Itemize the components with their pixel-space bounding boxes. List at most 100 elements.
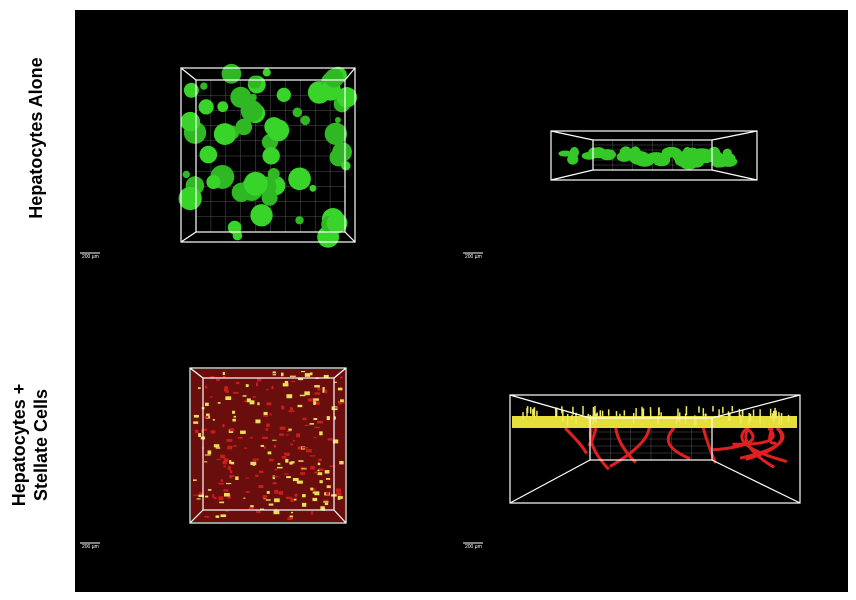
cell — [337, 496, 341, 500]
cell — [562, 410, 564, 422]
cell — [749, 413, 752, 421]
spheroid — [232, 230, 243, 241]
cell — [675, 415, 678, 424]
frame — [589, 417, 713, 461]
frame — [509, 394, 801, 504]
cell — [641, 406, 643, 418]
cell — [596, 412, 598, 418]
cell — [262, 495, 268, 499]
stellate-branch — [768, 427, 777, 445]
spheroid — [309, 184, 317, 192]
cell — [213, 497, 217, 500]
frame — [180, 231, 197, 243]
spheroid — [198, 99, 214, 115]
cell — [685, 406, 688, 416]
frame — [711, 394, 801, 419]
cell — [197, 387, 201, 389]
cell — [237, 436, 243, 439]
stellate-branch — [563, 426, 588, 455]
cell — [244, 447, 248, 449]
cell — [217, 402, 221, 404]
frame — [189, 367, 204, 379]
cell — [297, 378, 304, 381]
cell — [304, 391, 310, 396]
cell — [555, 407, 558, 417]
cell — [281, 405, 285, 410]
cell — [657, 415, 659, 424]
frame — [180, 67, 197, 81]
cell — [204, 415, 209, 418]
spheroid — [262, 68, 271, 77]
spheroid — [243, 171, 268, 196]
cell — [309, 455, 316, 457]
cell — [279, 433, 284, 436]
spheroid — [336, 87, 358, 108]
cell — [293, 498, 297, 501]
cell — [739, 415, 742, 424]
cell — [310, 372, 313, 376]
frame — [333, 509, 347, 524]
cell — [233, 415, 237, 418]
scale-label: 200 µm — [465, 254, 482, 260]
stellate-branch — [666, 426, 691, 461]
cell — [223, 465, 226, 468]
cell — [718, 409, 720, 419]
cell — [738, 408, 741, 418]
cell — [245, 384, 249, 388]
cell — [205, 385, 208, 389]
cell — [255, 474, 259, 478]
spheroid — [324, 68, 344, 88]
cell — [285, 496, 292, 499]
cell — [289, 461, 293, 465]
cell — [312, 491, 317, 494]
cell — [232, 445, 237, 447]
cell — [299, 394, 306, 397]
cell — [335, 492, 342, 497]
cell — [258, 485, 264, 489]
spheroid — [180, 111, 201, 132]
cell — [731, 406, 734, 412]
spheroid — [199, 145, 218, 164]
spheroid — [292, 107, 303, 118]
cell — [223, 492, 230, 497]
cell — [660, 412, 662, 418]
cell — [307, 398, 314, 402]
cell — [271, 385, 274, 390]
cell — [227, 445, 233, 450]
cell — [225, 389, 229, 393]
cell — [300, 466, 305, 470]
frame — [180, 67, 356, 243]
cell — [257, 377, 262, 382]
cell — [318, 468, 324, 471]
cell — [232, 418, 236, 422]
spheroid — [722, 148, 732, 157]
cell — [263, 411, 268, 416]
cell — [333, 416, 336, 420]
cell — [245, 491, 250, 493]
cell — [285, 434, 289, 436]
spheroid — [221, 63, 242, 84]
cell — [205, 495, 209, 498]
cell — [260, 444, 265, 447]
spheroid — [326, 212, 348, 234]
cell — [288, 428, 292, 431]
cell — [225, 510, 229, 512]
cell — [286, 454, 291, 457]
cell — [529, 407, 532, 414]
cell — [297, 446, 301, 450]
cell — [229, 475, 235, 477]
cell — [695, 415, 697, 426]
cell — [286, 430, 291, 433]
cell — [326, 485, 331, 489]
cell — [322, 387, 325, 391]
micrographs — [178, 63, 801, 524]
frame — [711, 169, 758, 181]
cell — [301, 468, 307, 470]
cell — [778, 414, 780, 425]
cell — [775, 410, 777, 419]
cell — [615, 411, 618, 417]
cell — [263, 415, 269, 417]
cell — [261, 436, 268, 440]
cell — [222, 460, 227, 465]
cell — [227, 494, 231, 499]
